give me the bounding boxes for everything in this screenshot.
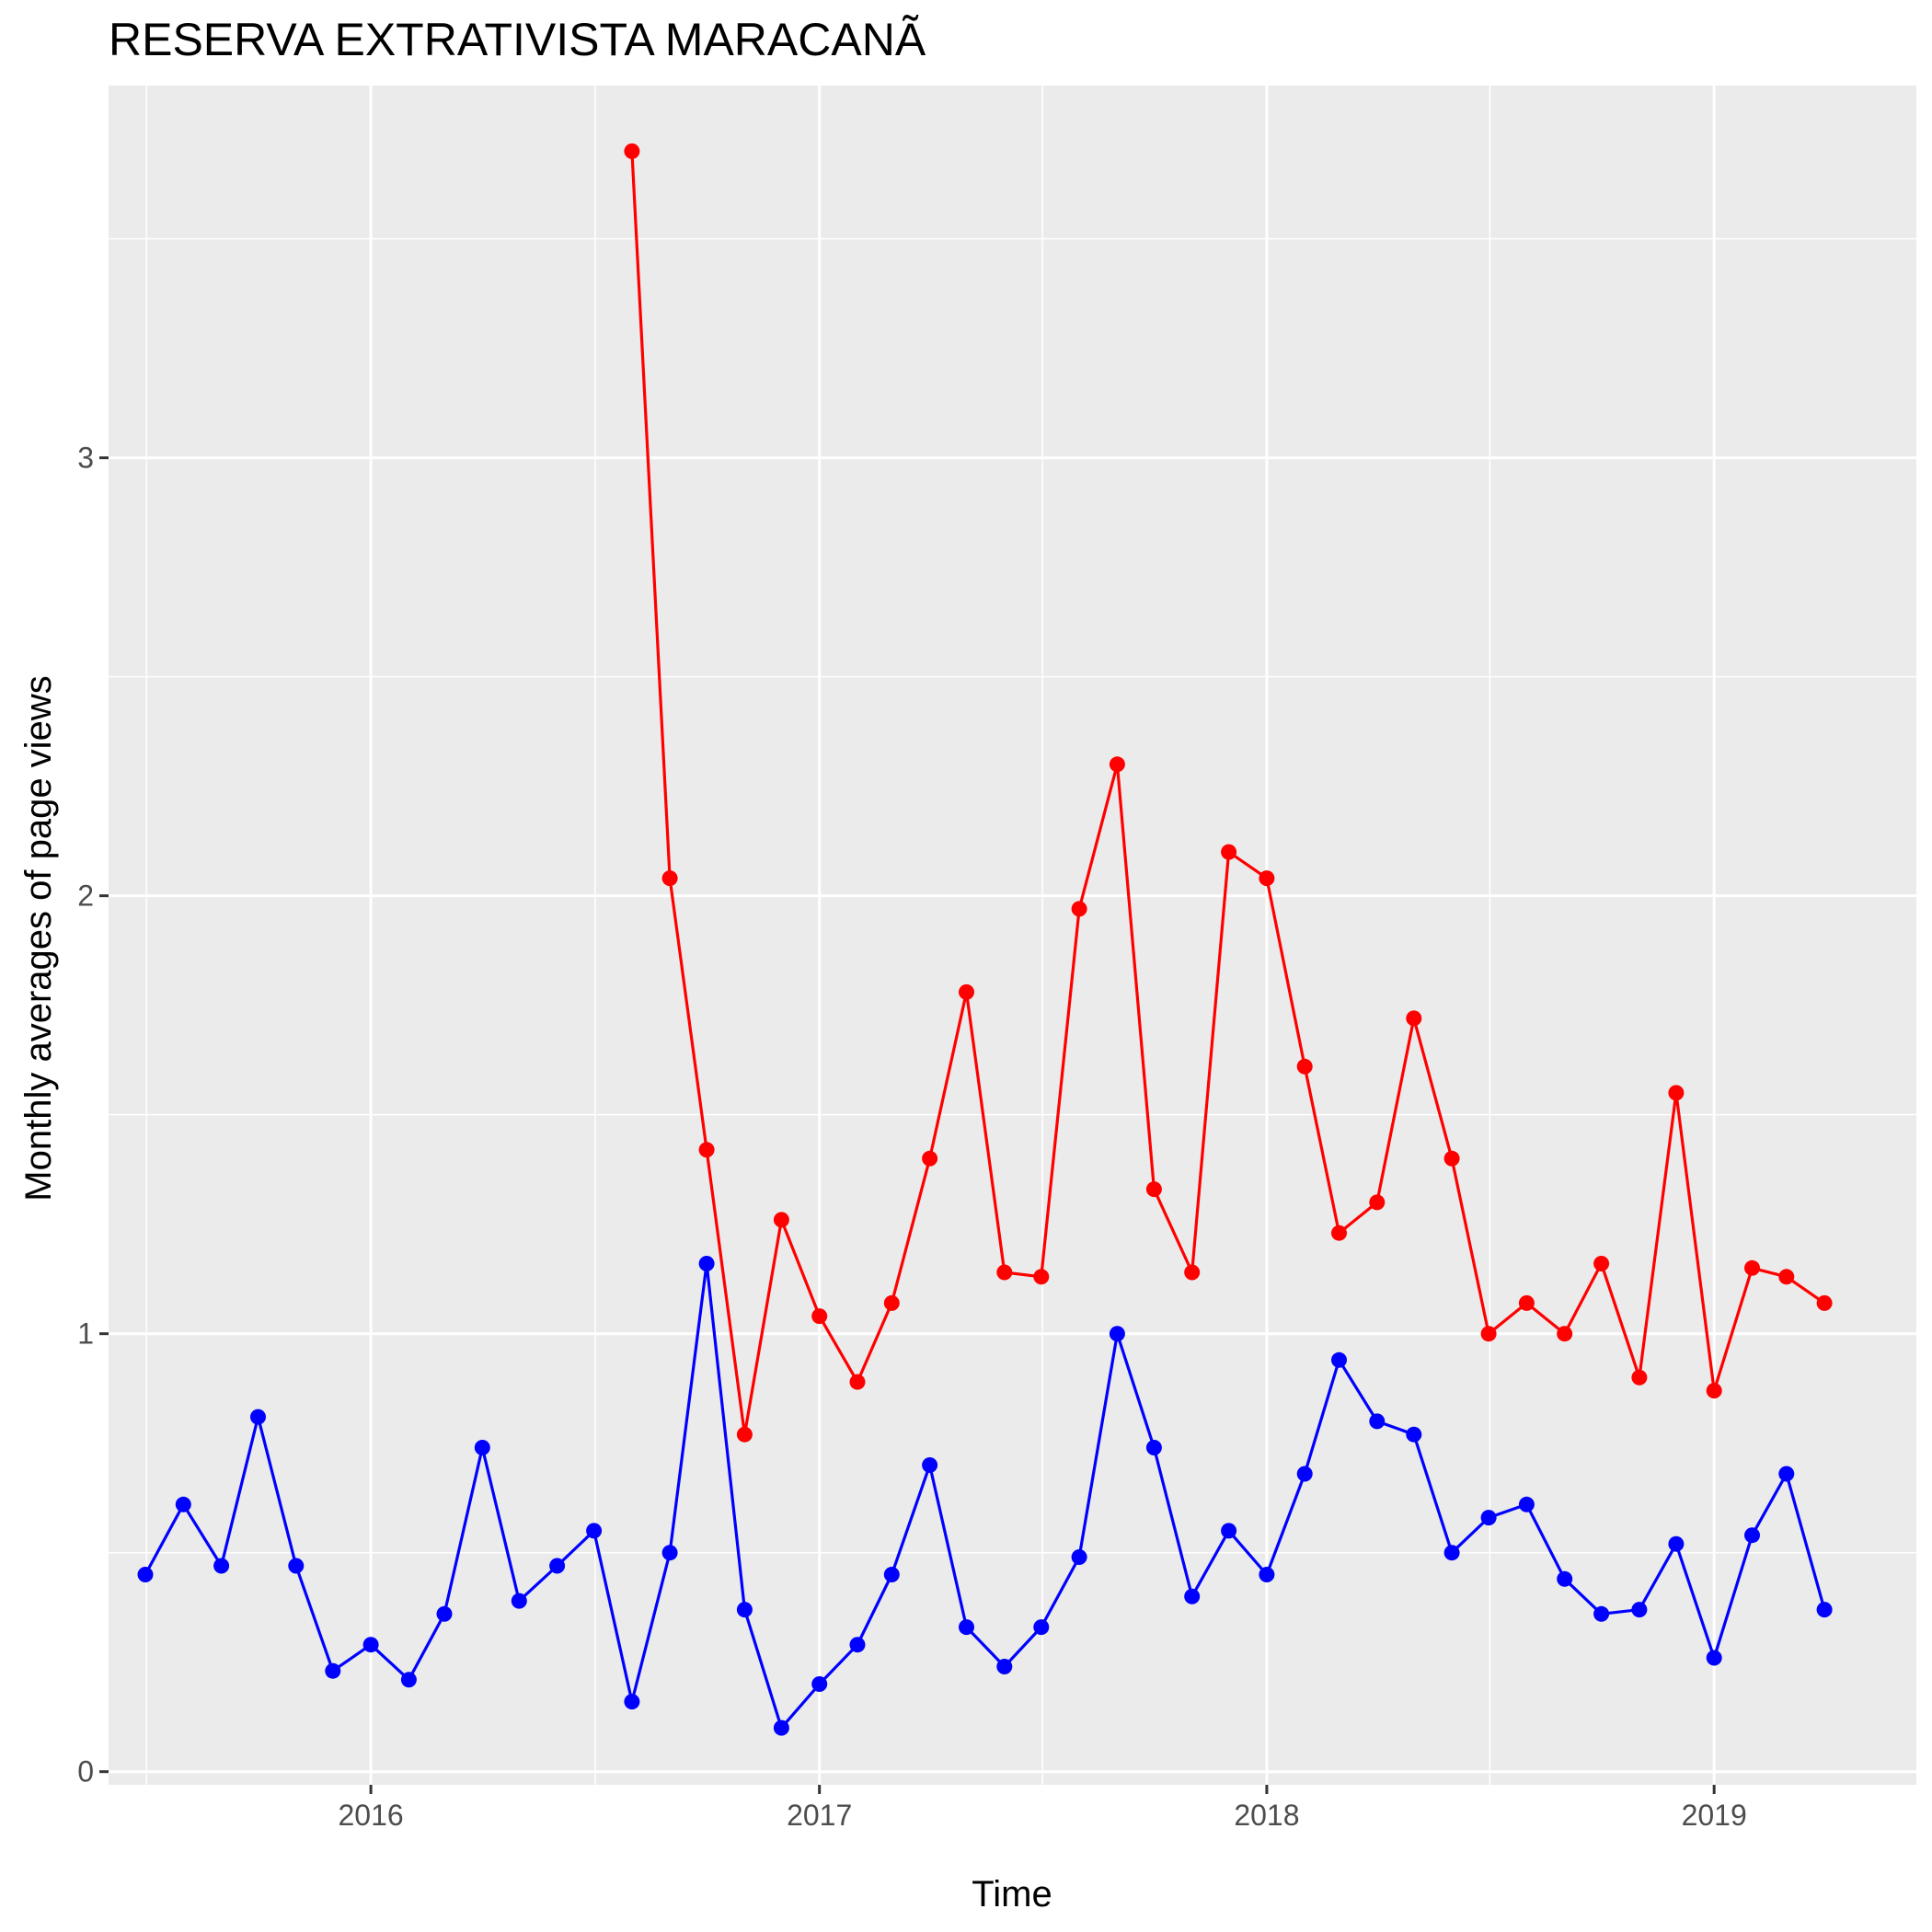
series-1-point <box>586 1523 603 1539</box>
series-2-point <box>736 1426 753 1443</box>
series-2-point <box>1033 1269 1050 1285</box>
series-1-point <box>1406 1426 1422 1443</box>
series-1-point <box>549 1558 566 1574</box>
series-2-point <box>1331 1225 1347 1241</box>
chart-title: RESERVA EXTRATIVISTA MARACANÃ <box>109 14 926 65</box>
series-2-point <box>1184 1264 1201 1281</box>
series-layer <box>137 143 1833 1736</box>
series-1-point <box>1706 1650 1722 1666</box>
series-1-point <box>811 1676 828 1692</box>
series-2-point <box>1518 1294 1535 1311</box>
series-1-point <box>1221 1523 1237 1539</box>
series-1-point <box>959 1619 974 1636</box>
x-axis-title: Time <box>972 1874 1052 1915</box>
major-gridlines <box>109 86 1916 1785</box>
series-2-point <box>849 1374 866 1390</box>
series-1-point <box>624 1694 640 1710</box>
series-1-point <box>1109 1326 1125 1342</box>
series-2-point <box>773 1212 789 1228</box>
y-tick-label: 1 <box>77 1317 94 1351</box>
series-1-point <box>1668 1535 1685 1552</box>
series-2-point <box>1221 844 1237 860</box>
series-1-point <box>698 1256 715 1271</box>
series-1-point <box>511 1593 527 1609</box>
series-1-point <box>996 1659 1013 1674</box>
y-tick-label: 0 <box>77 1755 94 1788</box>
series-1-point <box>213 1558 230 1574</box>
plot-panel <box>109 86 1916 1785</box>
series-2-point <box>1668 1085 1685 1101</box>
series-2-point <box>1480 1326 1497 1342</box>
series-2-point <box>1593 1256 1610 1271</box>
y-axis-title: Monthly averages of page views <box>18 675 59 1201</box>
series-1-point <box>1071 1549 1087 1565</box>
series-1-point <box>883 1567 900 1582</box>
series-2-point <box>1706 1383 1722 1399</box>
series-1-point <box>1369 1413 1386 1430</box>
minor-gridlines <box>109 86 1916 1785</box>
series-2-point <box>996 1264 1013 1281</box>
series-1-point <box>1778 1466 1795 1482</box>
series-1-point <box>474 1440 490 1455</box>
series-2-point <box>1816 1294 1833 1311</box>
series-2-point <box>1778 1269 1795 1285</box>
series-1-point <box>288 1558 305 1574</box>
series-1-point <box>736 1602 753 1618</box>
series-2-point <box>661 870 678 887</box>
series-1-point <box>1145 1440 1162 1455</box>
series-2-point <box>1557 1326 1573 1342</box>
y-axis: 0 1 2 3 <box>77 442 109 1788</box>
series-2-point <box>811 1308 828 1325</box>
series-1-point <box>1443 1545 1460 1561</box>
series-2-point <box>624 143 640 159</box>
series-2-point <box>698 1142 715 1158</box>
series-2-point <box>1406 1010 1422 1027</box>
series-1-point <box>773 1719 789 1736</box>
series-2-point <box>1296 1058 1313 1075</box>
series-1-point <box>250 1409 266 1425</box>
series-2-point <box>1109 756 1125 773</box>
x-tick-label: 2017 <box>787 1799 852 1832</box>
series-2-point <box>1443 1150 1460 1167</box>
series-1-point <box>1331 1351 1347 1368</box>
series-1-point <box>400 1672 417 1688</box>
series-2-point <box>1071 901 1087 917</box>
y-tick-label: 3 <box>77 442 94 475</box>
series-2-point <box>959 983 974 1000</box>
series-1-point <box>1480 1510 1497 1526</box>
series-1-point <box>1744 1527 1760 1544</box>
x-tick-label: 2019 <box>1682 1799 1747 1832</box>
series-1-point <box>849 1637 866 1653</box>
series-1-point <box>1033 1619 1050 1636</box>
x-tick-label: 2016 <box>338 1799 403 1832</box>
series-1-point <box>922 1457 938 1473</box>
series-1-point <box>661 1545 678 1561</box>
series-2-point <box>1631 1369 1648 1386</box>
series-1-point <box>137 1567 154 1582</box>
series-2-point <box>922 1150 938 1167</box>
series-1-point <box>1593 1605 1610 1622</box>
series-2-point <box>883 1294 900 1311</box>
series-1-point <box>1259 1567 1275 1582</box>
series-2-point <box>1259 870 1275 887</box>
series-1-point <box>1557 1570 1573 1587</box>
series-2-point <box>1145 1181 1162 1198</box>
y-tick-label: 2 <box>77 880 94 913</box>
series-1-point <box>1631 1602 1648 1618</box>
series-1-point <box>1816 1602 1833 1618</box>
series-2-point <box>1369 1194 1386 1211</box>
series-1-point <box>436 1605 453 1622</box>
series-1-point <box>325 1662 341 1679</box>
x-tick-label: 2018 <box>1234 1799 1299 1832</box>
series-1-line <box>144 1261 1826 1730</box>
series-1-point <box>1184 1588 1201 1604</box>
series-2-point <box>1744 1259 1760 1276</box>
series-1-point <box>175 1496 191 1512</box>
series-1-point <box>1296 1466 1313 1482</box>
x-axis: 2016 2017 2018 2019 <box>338 1785 1747 1832</box>
series-1-point <box>362 1637 379 1653</box>
series-1-point <box>1518 1496 1535 1512</box>
